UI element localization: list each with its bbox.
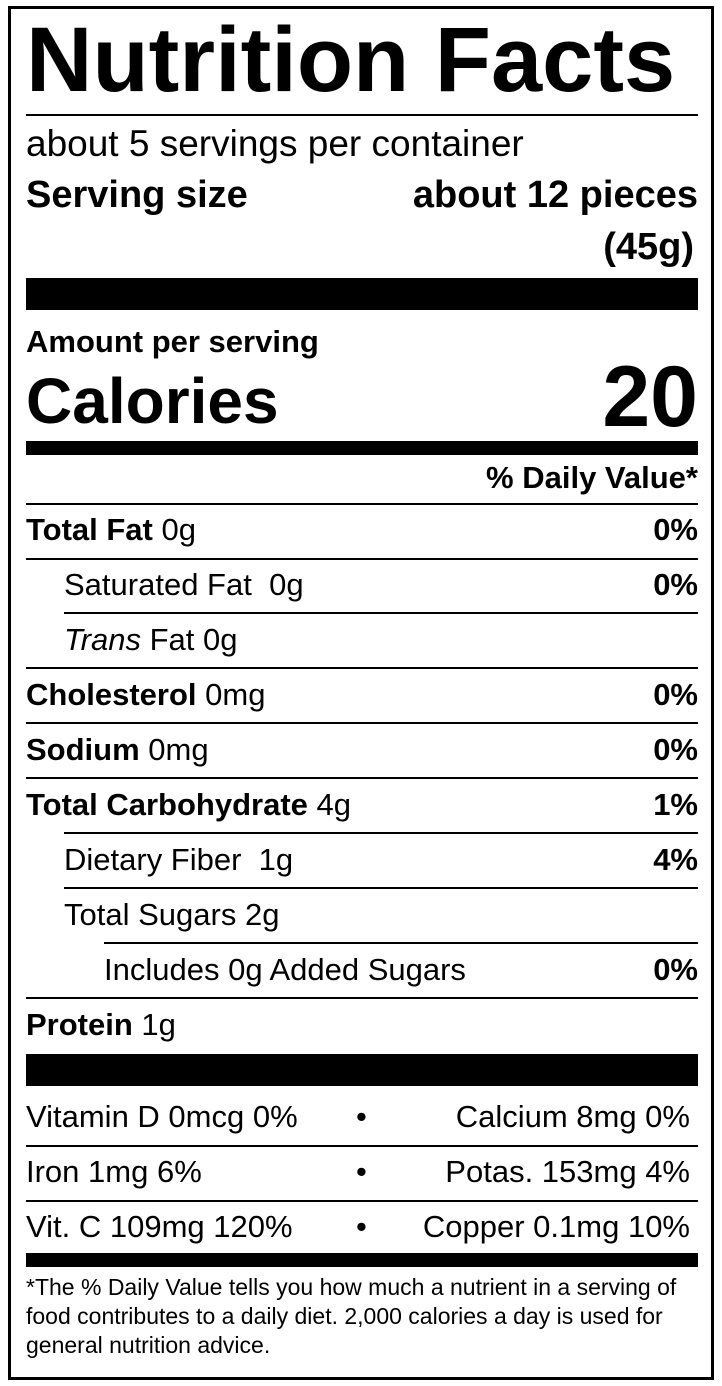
nutrient-name: Total Fat [26,512,153,547]
nutrient-name: Fat [149,622,195,657]
nutrient-row-total-carbohydrate: Total Carbohydrate 4g [26,785,351,825]
vitamin-left: Vit. C 109mg 120% [26,1209,293,1244]
vitamin-separator: • [356,1099,367,1134]
vitamin-left: Vitamin D 0mcg 0% [26,1099,298,1134]
nutrient-amount: 0mg [205,677,266,712]
amount-per-serving: Amount per serving [26,324,319,359]
nutrient-amount: 0g [269,567,304,602]
thick-divider-bottom [26,1054,698,1086]
footnote: *The % Daily Value tells you how much a … [26,1274,677,1358]
serving-size-value: about 12 pieces [412,174,698,216]
calories-label: Calories [26,365,279,437]
nutrient-row-total-fat: Total Fat 0g [26,510,196,550]
thick-divider-top [26,278,698,310]
nutrient-dv: 0% [653,732,698,767]
nutrient-dv: 0% [653,567,698,602]
row-divider [64,887,698,889]
nutrient-name: Sodium [26,732,140,767]
row-divider [26,777,698,779]
vitamin-right: Potas. 153mg 4% [445,1154,690,1189]
nutrient-row-total-sugars: Total Sugars 2g [64,895,279,935]
vitamin-separator: • [356,1154,367,1189]
footnote-divider [26,1253,698,1267]
nutrient-row-sodium: Sodium 0mg [26,730,209,770]
nutrient-dv: 1% [653,787,698,822]
nutrient-name-italic: Trans [64,622,141,657]
nutrient-dv: 0% [653,952,698,987]
row-divider [26,558,698,560]
row-divider [26,997,698,999]
row-divider [26,503,698,505]
row-divider [26,722,698,724]
nutrient-row-saturated-fat: Saturated Fat 0g [64,565,304,605]
serving-size-weight: (45g) [603,226,694,268]
servings-per-container: about 5 servings per container [26,123,524,164]
nutrient-amount: 0g [161,512,196,547]
nutrient-amount: 1g [258,842,294,877]
nutrient-row-cholesterol: Cholesterol 0mg [26,675,265,715]
nutrient-amount: 0g [203,622,238,657]
nutrient-name: Cholesterol [26,677,197,712]
row-divider [26,1145,698,1147]
row-divider [104,942,698,944]
vitamin-left: Iron 1mg 6% [26,1154,202,1189]
daily-value-header: % Daily Value* [486,460,698,495]
row-divider [64,832,698,834]
vitamin-right: Calcium 8mg 0% [455,1099,690,1134]
nutrient-amount: 1g [141,1007,176,1042]
nutrient-name: Includes 0g Added Sugars [104,952,466,987]
nutrient-row-trans-fat: Trans Fat 0g [64,620,237,660]
row-divider [26,667,698,669]
nutrient-row-dietary-fiber: Dietary Fiber 1g [64,840,293,880]
nutrient-dv: 4% [653,842,698,877]
nutrient-name: Total Sugars [64,897,237,932]
vitamin-right: Copper 0.1mg 10% [422,1209,690,1244]
row-divider [64,612,698,614]
nutrient-amount: 2g [244,897,280,932]
nutrient-dv: 0% [653,512,698,547]
calories-value: 20 [602,349,698,445]
nutrient-amount: 4g [316,787,352,822]
row-divider [26,1200,698,1202]
nutrient-dv: 0% [653,677,698,712]
label-title: Nutrition Facts [26,9,676,111]
serving-size-label: Serving size [26,174,248,216]
vitamin-separator: • [356,1209,367,1244]
nutrient-row-protein: Protein 1g [26,1005,176,1045]
nutrition-label-border [8,6,714,1380]
nutrient-name: Protein [26,1007,133,1042]
nutrient-name: Saturated Fat [64,567,252,602]
medium-divider [26,441,698,455]
nutrient-amount: 0mg [148,732,209,767]
nutrient-name: Dietary Fiber [64,842,242,877]
title-divider [26,114,698,116]
nutrient-row-added-sugars: Includes 0g Added Sugars [104,950,466,990]
nutrient-name: Total Carbohydrate [26,787,308,822]
